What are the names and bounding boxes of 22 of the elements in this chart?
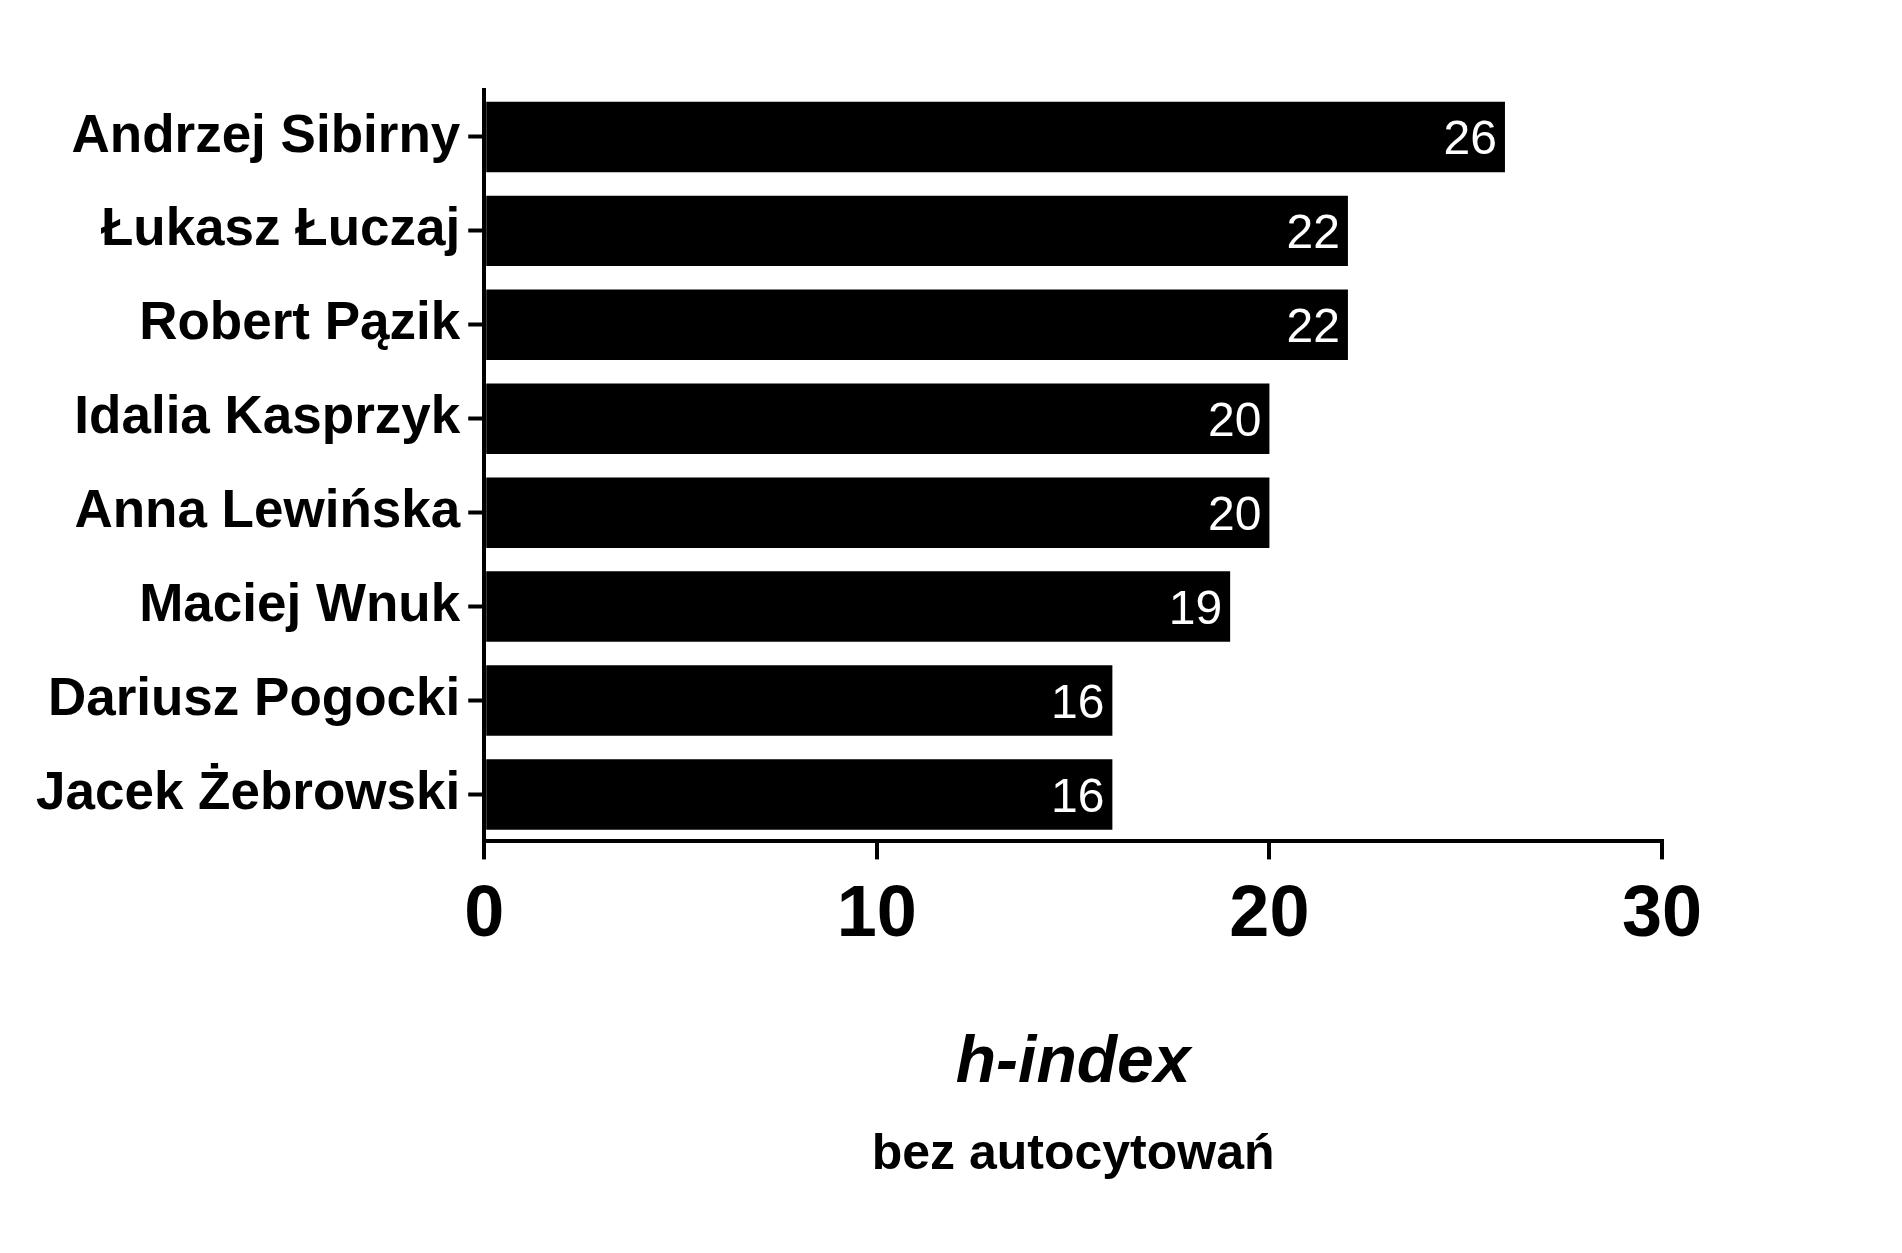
text: bez autocytowań	[871, 1123, 1275, 1180]
data-label: 22	[1286, 299, 1340, 353]
y-tick-label: Jacek Żebrowski	[36, 761, 461, 821]
x-tick-label: 10	[836, 871, 917, 952]
x-tick-label: 0	[464, 871, 505, 952]
data-label: 16	[1050, 674, 1105, 728]
x-tick-label: 30	[1621, 871, 1703, 952]
data-label: 20	[1208, 392, 1262, 446]
data-label: 20	[1208, 486, 1262, 540]
data-label: 22	[1286, 205, 1340, 259]
y-tick-label: Idalia Kasprzyk	[74, 385, 461, 445]
data-label: 26	[1443, 111, 1497, 165]
y-tick-label: Anna Lewińska	[74, 479, 461, 539]
y-tick-label: Dariusz Pogocki	[47, 667, 461, 727]
y-tick-label: Andrzej Sibirny	[71, 103, 461, 163]
y-tick-label: Maciej Wnuk	[139, 573, 461, 633]
data-label: 16	[1050, 768, 1105, 822]
y-tick-label: Łukasz Łuczaj	[100, 197, 461, 257]
x-axis-title: h-index	[955, 1021, 1193, 1096]
y-tick-label: Robert Pązik	[139, 291, 461, 351]
x-tick-label: 20	[1229, 871, 1310, 952]
data-label: 19	[1168, 580, 1223, 634]
